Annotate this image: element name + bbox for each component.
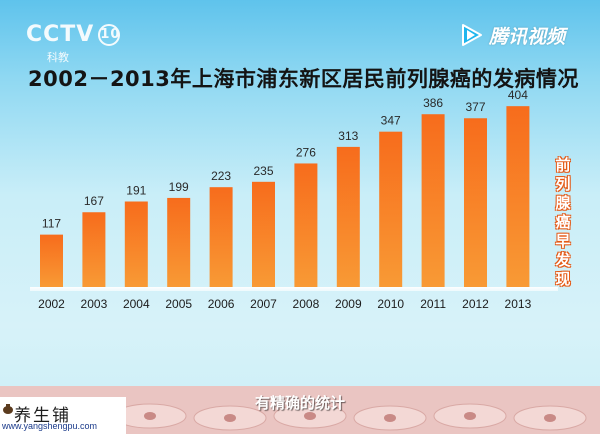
bar-2004 bbox=[124, 201, 148, 287]
x-tick-label-2004: 2004 bbox=[123, 297, 150, 311]
x-tick-label-2005: 2005 bbox=[165, 297, 192, 311]
side-annotation: 前列腺癌早发现 bbox=[555, 156, 571, 288]
bar-2013 bbox=[506, 106, 530, 288]
data-label-2011: 386 bbox=[423, 96, 443, 110]
cctv-logo-text: CCTV bbox=[26, 22, 95, 47]
bar-2006 bbox=[209, 187, 233, 287]
site-watermark: 养生铺 www.yangshengpu.com bbox=[0, 397, 126, 434]
bar-2009 bbox=[336, 146, 360, 287]
x-tick-label-2003: 2003 bbox=[81, 297, 108, 311]
data-label-2013: 404 bbox=[508, 88, 528, 102]
data-label-2003: 167 bbox=[84, 194, 104, 208]
bar-2003 bbox=[82, 212, 106, 287]
data-label-2008: 276 bbox=[296, 145, 316, 159]
bar-2008 bbox=[294, 163, 318, 287]
x-tick-label-2010: 2010 bbox=[377, 297, 404, 311]
chart-title: 2002－2013年上海市浦东新区居民前列腺癌的发病情况 bbox=[28, 67, 579, 91]
data-label-2004: 191 bbox=[126, 184, 146, 198]
bar-2002 bbox=[40, 234, 63, 287]
play-icon bbox=[462, 24, 482, 46]
channel-name: 科教 bbox=[47, 51, 69, 64]
x-tick-label-2009: 2009 bbox=[335, 297, 362, 311]
bar-2007 bbox=[252, 181, 275, 287]
x-axis-line bbox=[30, 287, 558, 291]
data-label-2002: 117 bbox=[42, 217, 61, 231]
data-label-2010: 347 bbox=[381, 114, 401, 128]
x-tick-label-2008: 2008 bbox=[293, 297, 320, 311]
tencent-video-logo: 腾讯视频 bbox=[458, 22, 565, 48]
x-tick-label-2011: 2011 bbox=[420, 297, 446, 311]
watermark-logo-text: 养生铺 bbox=[14, 406, 71, 426]
bar-2005 bbox=[167, 197, 191, 287]
bar-2010 bbox=[379, 131, 403, 287]
data-label-2006: 223 bbox=[211, 169, 231, 183]
data-label-2005: 199 bbox=[169, 180, 189, 194]
x-tick-label-2007: 2007 bbox=[250, 297, 277, 311]
cctv-logo: CCTV 10 bbox=[26, 22, 121, 47]
tencent-video-text: 腾讯视频 bbox=[489, 25, 566, 48]
teapot-icon bbox=[3, 404, 13, 414]
x-tick-label-2002: 2002 bbox=[38, 297, 65, 311]
video-caption: 有精确的统计 bbox=[254, 394, 345, 412]
bar-2012 bbox=[464, 118, 487, 287]
bar-2011 bbox=[421, 114, 445, 287]
data-label-2007: 235 bbox=[253, 164, 273, 178]
data-label-2012: 377 bbox=[465, 100, 485, 114]
x-tick-label-2013: 2013 bbox=[505, 297, 532, 311]
x-tick-label-2012: 2012 bbox=[462, 297, 489, 311]
channel-number: 10 bbox=[98, 24, 121, 46]
data-label-2009: 313 bbox=[338, 129, 358, 143]
x-tick-label-2006: 2006 bbox=[208, 297, 235, 311]
watermark-url: www.yangshengpu.com bbox=[2, 421, 98, 431]
